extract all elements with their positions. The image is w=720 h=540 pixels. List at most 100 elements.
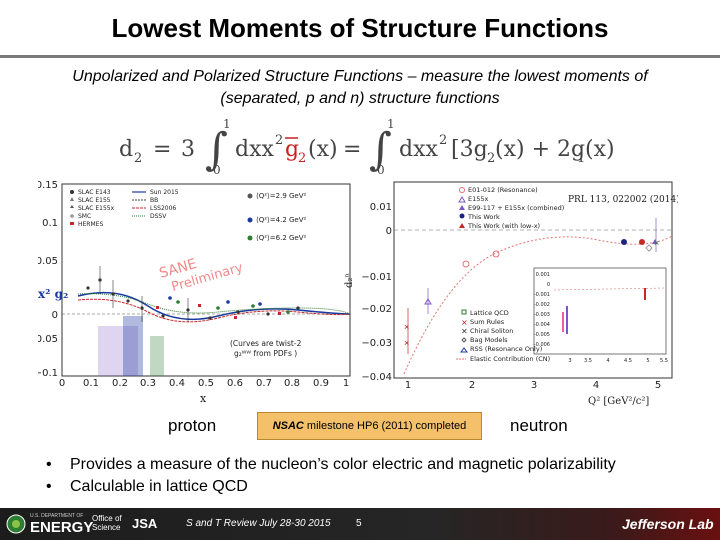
neutron-reference: PRL 113, 022002 (2014) [568, 194, 678, 205]
neutron-ytick: 0 [386, 226, 392, 237]
legend-marker [460, 347, 468, 353]
neutron-xtick: 3 [531, 380, 537, 391]
bullet-item: Calculable in lattice QCD [44, 476, 714, 498]
office-line1: Office of [92, 514, 122, 523]
legend-marker [459, 213, 465, 219]
q2-label: ⟨Q²⟩=2.9 GeV² [256, 192, 307, 200]
proton-xtick: 0.4 [169, 378, 185, 389]
neutron-legend-item: This Work (with low-x) [467, 222, 540, 230]
eq-gbar-sub: 2 [298, 151, 306, 166]
legend-marker: × [461, 318, 468, 327]
neutron-data-points: × × × [404, 218, 659, 354]
neutron-legend-model: Lattice QCD [470, 309, 509, 317]
inset-ytick: -0.005 [534, 332, 550, 338]
eq-coef: 3 [181, 137, 195, 162]
proton-xtick: 0.8 [284, 378, 300, 389]
svg-text:×: × [404, 322, 409, 332]
q2-marker [247, 235, 253, 241]
q2-label: ⟨Q²⟩=4.2 GeV² [256, 216, 307, 224]
eq-lhs-sub: 2 [134, 151, 142, 166]
integral-sign-2: ∫ [369, 124, 392, 175]
bullet-item: Provides a measure of the nucleon’s colo… [44, 454, 714, 476]
proton-ytick: −0.05 [38, 334, 58, 345]
proton-legend-curve: BB [150, 197, 158, 204]
proton-legend-item: SLAC E155x [78, 205, 115, 212]
energy-logo-text: ENERGY [30, 519, 94, 536]
legend-marker [70, 222, 74, 225]
inset-xtick: 4.5 [624, 358, 632, 364]
legend-marker [70, 214, 74, 218]
jsa-logo-text: JSA [132, 516, 158, 531]
proton-label: proton [168, 416, 217, 435]
proton-xtick: 0.6 [227, 378, 243, 389]
neutron-inset [533, 267, 667, 355]
proton-xtick: 0.3 [140, 378, 156, 389]
proton-ytick: 0 [52, 310, 58, 321]
proton-legend-item: HERMES [78, 221, 103, 228]
eq-int2-tail: [3g [451, 137, 488, 162]
inset-ytick: -0.002 [534, 302, 550, 308]
nsac-bold: NSAC [272, 420, 304, 432]
inset-ytick: 0.001 [536, 272, 550, 278]
inset-xtick: 3.5 [584, 358, 592, 364]
eq-sq-2: 2 [439, 133, 447, 148]
neutron-label: neutron [510, 416, 568, 435]
jefferson-lab-logo-text: Jefferson Lab [622, 516, 714, 532]
eq-equals-2: = [343, 137, 361, 162]
eq-lhs: d [119, 137, 133, 162]
neutron-ytick: −0.03 [361, 338, 392, 349]
proton-ytick: 0.05 [38, 256, 58, 267]
proton-legend-curve: DSSV [150, 213, 167, 220]
proton-legend-item: SLAC E155 [78, 197, 111, 204]
integral-sign-1: ∫ [205, 124, 228, 175]
neutron-legend-model: Chiral Soliton [470, 327, 513, 335]
neutron-xtick: 4 [593, 380, 599, 391]
proton-note-line2: g₂ᵂᵂ from PDFs ) [234, 349, 297, 358]
neutron-xtick: 1 [405, 380, 411, 391]
proton-plot: 0.15 0.1 0.05 0 −0.05 −0.1 0 0.1 0.2 0.3… [38, 180, 351, 405]
eq-sq-1: 2 [275, 133, 283, 148]
doe-small-text: U.S. DEPARTMENT OF [30, 513, 84, 519]
inset-ytick: -0.006 [534, 342, 550, 348]
proton-xtick: 1 [343, 378, 349, 389]
proton-legend-curve: LSS2006 [150, 205, 176, 212]
inset-xtick: 3 [568, 358, 571, 364]
proton-ytick: −0.1 [38, 368, 58, 379]
d2-equation: d 2 = 3 ∫ 1 0 dxx 2 g 2 (x) = ∫ 1 0 dxx … [119, 117, 615, 176]
inset-ytick: 0 [547, 282, 550, 288]
eq-int2-mid: (x) + 2g [495, 137, 585, 162]
neutron-legend-item: E155x [468, 195, 489, 203]
eq-sub1: 1 [577, 151, 585, 166]
proton-legend-item: SMC [78, 213, 91, 220]
office-of-science: Office of Science [92, 514, 122, 532]
eq-int1: dxx [235, 137, 274, 162]
legend-marker [70, 205, 74, 208]
elastic-curve [403, 235, 673, 375]
eq-int1-tail: (x) [308, 137, 338, 162]
neutron-ylabel: d₂ⁿ [344, 273, 355, 288]
legend-marker [459, 223, 465, 228]
q2-marker [247, 217, 253, 223]
proton-legend-curve: Sun 2015 [150, 189, 179, 196]
q2-label: ⟨Q²⟩=6.2 GeV² [256, 234, 307, 242]
neutron-ytick: −0.04 [361, 372, 392, 383]
legend-marker [459, 205, 465, 210]
eq-int2: dxx [399, 137, 438, 162]
legend-marker [458, 196, 466, 203]
neutron-ytick: −0.02 [361, 304, 392, 315]
inset-xtick: 4 [606, 358, 609, 364]
neutron-legend-model: Elastic Contribution (CN) [470, 355, 550, 363]
svg-text:×: × [654, 238, 659, 248]
neutron-ytick: 0.01 [370, 202, 392, 213]
eq-int2-end: (x)] [585, 137, 615, 162]
neutron-legend-item: E01-012 (Resonance) [468, 186, 538, 194]
footer-bar: U.S. DEPARTMENT OF ENERGY Office of Scie… [0, 508, 720, 540]
proton-xtick: 0.9 [313, 378, 329, 389]
proton-ylabel: x² g₂ [38, 287, 68, 301]
neutron-xtick: 2 [469, 380, 475, 391]
eq-lower-2: 0 [377, 163, 385, 176]
proton-xlabel: x [200, 392, 207, 405]
neutron-legend-item: E99-117 + E155x (combined) [468, 204, 564, 212]
nsac-milestone-box: NSAC milestone HP6 (2011) completed [257, 412, 482, 440]
q2-marker [247, 193, 253, 199]
